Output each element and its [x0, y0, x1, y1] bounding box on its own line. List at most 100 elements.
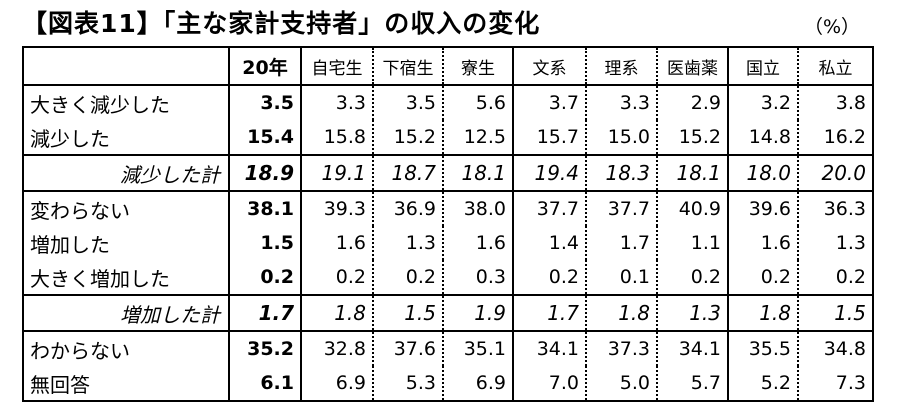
cell-value: 1.8: [300, 294, 373, 332]
cell-value: 18.9: [228, 154, 301, 192]
row-label: わからない: [30, 338, 130, 363]
corner-cell: [23, 47, 229, 86]
table-row: わからない 35.2 32.8 37.6 35.1 34.1 37.3 34.1 35.5 34.…: [23, 331, 873, 366]
cell-value: 3.3: [585, 85, 657, 120]
cell-value: 0.2: [300, 260, 373, 295]
column-header: 医歯薬: [656, 47, 728, 86]
cell-value: 2.9: [656, 85, 728, 120]
cell-value: 7.3: [797, 366, 873, 401]
cell-value: 15.0: [585, 120, 657, 155]
column-header: 理系: [585, 47, 657, 86]
table: 20年 自宅生 下宿生 寮生 文系 理系 医歯薬 国立 私立 大きく減少した 3.5 3.3 3.5 5…: [22, 46, 874, 402]
cell-value: 20.0: [797, 154, 873, 192]
cell-value: 36.3: [797, 191, 873, 226]
table-row: 大きく減少した 3.5 3.3 3.5 5.6 3.7 3.3 2.9 3.2 3.8: [23, 85, 873, 120]
row-label: 大きく減少した: [30, 92, 170, 117]
cell-value: 32.8: [300, 331, 373, 366]
cell-value: 0.2: [797, 260, 873, 295]
table-row: 増加した 1.5 1.6 1.3 1.6 1.4 1.7 1.1 1.6 1.3: [23, 226, 873, 260]
column-header: 20年: [228, 47, 301, 86]
cell-value: 35.1: [442, 331, 513, 366]
cell-value: 18.1: [442, 154, 513, 192]
table-row: 増加した計 1.7 1.8 1.5 1.9 1.7 1.8 1.3 1.8 1.5: [23, 294, 873, 332]
cell-value: 5.0: [585, 366, 657, 401]
table-row: 減少した計 18.9 19.1 18.7 18.1 19.4 18.3 18.1 18.0 20.…: [23, 154, 873, 192]
row-label: 減少した計: [23, 154, 229, 192]
cell-value: 5.7: [656, 366, 728, 401]
cell-value: 3.2: [727, 85, 798, 120]
table-row: 変わらない 38.1 39.3 36.9 38.0 37.7 37.7 40.9 39.6 36.…: [23, 191, 873, 226]
cell-value: 15.4: [228, 120, 301, 155]
cell-value: 5.6: [442, 85, 513, 120]
column-header: 下宿生: [372, 47, 443, 86]
cell-value: 0.2: [727, 260, 798, 295]
row-label: 変わらない: [30, 198, 130, 223]
table-row: 減少した 15.4 15.8 15.2 12.5 15.7 15.0 15.2 14.8 16.2: [23, 120, 873, 155]
cell-value: 1.3: [372, 226, 443, 260]
cell-value: 7.0: [512, 366, 586, 401]
cell-value: 36.9: [372, 191, 443, 226]
cell-value: 18.0: [727, 154, 798, 192]
cell-value: 37.3: [585, 331, 657, 366]
cell-value: 1.5: [372, 294, 443, 332]
cell-value: 39.3: [300, 191, 373, 226]
cell-value: 19.1: [300, 154, 373, 192]
cell-value: 0.2: [512, 260, 586, 295]
cell-value: 5.2: [727, 366, 798, 401]
cell-value: 19.4: [512, 154, 586, 192]
cell-value: 37.7: [585, 191, 657, 226]
column-header: 国立: [727, 47, 798, 86]
cell-value: 35.5: [727, 331, 798, 366]
cell-value: 15.2: [656, 120, 728, 155]
column-header: 自宅生: [300, 47, 373, 86]
cell-value: 1.8: [727, 294, 798, 332]
cell-value: 38.0: [442, 191, 513, 226]
cell-value: 0.1: [585, 260, 657, 295]
column-header: 寮生: [442, 47, 513, 86]
cell-value: 1.1: [656, 226, 728, 260]
cell-value: 39.6: [727, 191, 798, 226]
cell-value: 18.7: [372, 154, 443, 192]
table-row: 大きく増加した 0.2 0.2 0.2 0.3 0.2 0.1 0.2 0.2 0.2: [23, 260, 873, 295]
title: 【図表11】「主な家計支持者」の収入の変化: [22, 9, 541, 38]
cell-value: 3.3: [300, 85, 373, 120]
cell-value: 34.8: [797, 331, 873, 366]
cell-value: 3.8: [797, 85, 873, 120]
cell-value: 1.5: [228, 226, 301, 260]
cell-value: 15.7: [512, 120, 586, 155]
cell-value: 18.1: [656, 154, 728, 192]
cell-value: 15.8: [300, 120, 373, 155]
cell-value: 12.5: [442, 120, 513, 155]
unit: （%）: [803, 16, 860, 38]
cell-value: 14.8: [727, 120, 798, 155]
cell-value: 34.1: [656, 331, 728, 366]
cell-value: 37.6: [372, 331, 443, 366]
cell-value: 1.5: [797, 294, 873, 332]
cell-value: 0.3: [442, 260, 513, 295]
cell-value: 0.2: [228, 260, 301, 295]
cell-value: 1.4: [512, 226, 586, 260]
cell-value: 1.7: [585, 226, 657, 260]
table-row: 無回答 6.1 6.9 5.3 6.9 7.0 5.0 5.7 5.2 7.3: [23, 366, 873, 401]
cell-value: 35.2: [228, 331, 301, 366]
table-body: 大きく減少した 3.5 3.3 3.5 5.6 3.7 3.3 2.9 3.2 3.8 減少した 15…: [23, 85, 873, 401]
cell-value: 34.1: [512, 331, 586, 366]
cell-value: 3.7: [512, 85, 586, 120]
cell-value: 1.7: [512, 294, 586, 332]
cell-value: 1.7: [228, 294, 301, 332]
column-header: 私立: [797, 47, 873, 86]
cell-value: 1.9: [442, 294, 513, 332]
cell-value: 1.8: [585, 294, 657, 332]
row-label: 減少した: [30, 126, 110, 151]
cell-value: 37.7: [512, 191, 586, 226]
cell-value: 40.9: [656, 191, 728, 226]
cell-value: 0.2: [656, 260, 728, 295]
row-label: 増加した計: [23, 294, 229, 332]
header-row: 20年 自宅生 下宿生 寮生 文系 理系 医歯薬 国立 私立: [23, 47, 873, 86]
cell-value: 3.5: [372, 85, 443, 120]
cell-value: 5.3: [372, 366, 443, 401]
cell-value: 16.2: [797, 120, 873, 155]
cell-value: 6.9: [442, 366, 513, 401]
column-header: 文系: [512, 47, 586, 86]
